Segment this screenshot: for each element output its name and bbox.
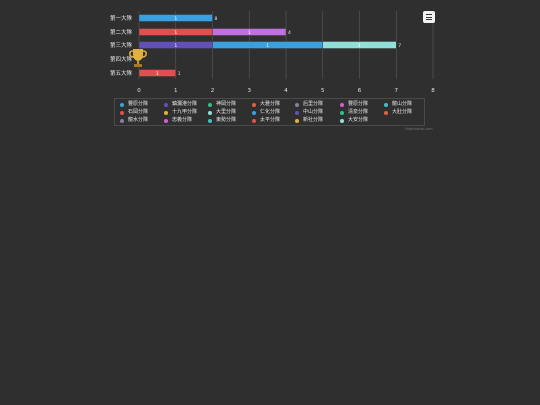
stack-total-label: 8: [215, 16, 218, 22]
legend-marker: [384, 102, 388, 107]
x-tick-label: 8: [431, 88, 435, 94]
x-tick-label: 5: [321, 88, 325, 94]
legend-label: 東勢分隊: [216, 117, 237, 123]
legend-marker: [208, 118, 212, 123]
legend-marker: [120, 110, 124, 115]
legend-marker: [384, 110, 388, 115]
legend-marker: [295, 102, 299, 107]
legend-label: 十九甲分隊: [172, 109, 198, 115]
category-label: 第一大隊: [110, 14, 133, 22]
legend-marker: [120, 118, 124, 123]
chart-legend: 豐原分隊 鎮瀾港分隊 神岡分隊 大雅分隊 后里分隊 豐原分隊 龍山分隊石岡分隊 十九甲分隊 大里…: [114, 98, 425, 126]
x-tick-label: 1: [174, 88, 178, 94]
legend-label: 大安分隊: [348, 117, 369, 123]
bar-data-label: 1: [266, 43, 269, 49]
x-tick-label: 3: [248, 88, 252, 94]
legend-label: 鎮瀾港分隊: [172, 101, 198, 107]
category-label: 第三大隊: [110, 41, 133, 49]
x-tick-label: 7: [395, 88, 399, 94]
category-label: 第四大隊: [110, 55, 133, 63]
category-label: 第二大隊: [110, 28, 133, 36]
legend-marker: [252, 102, 256, 107]
stack-total-label: 7: [398, 43, 401, 49]
value-axis-labels: 0 1 2 3 4 5 6 7 8: [137, 88, 435, 94]
x-tick-label: 2: [211, 88, 215, 94]
legend-marker: [252, 118, 256, 123]
legend-label: 石岡分隊: [128, 109, 149, 115]
legend-label: 龍水分隊: [128, 117, 149, 123]
bar-segment: [322, 41, 397, 49]
bar-segment: [138, 14, 213, 22]
chart-credits: Highcharts.com: [405, 127, 433, 131]
legend-marker: [340, 110, 344, 115]
x-tick-label: 6: [358, 88, 362, 94]
legend-label: 大肚分隊: [392, 109, 413, 115]
legend-label: 豐原分隊: [128, 101, 149, 107]
bar-segment: [212, 28, 287, 36]
bar-data-label: 1: [174, 16, 177, 22]
legend-marker: [164, 102, 168, 107]
legend-marker: [164, 110, 168, 115]
stack-total-label: 4: [288, 30, 291, 36]
legend-marker: [340, 118, 344, 123]
bar-data-label: 1: [358, 43, 361, 49]
legend-label: 清泉分隊: [348, 109, 369, 115]
legend-marker: [295, 110, 299, 115]
legend-label: 后里分隊: [303, 101, 324, 107]
bar-data-label: 1: [248, 30, 251, 36]
legend-label: 太平分隊: [260, 117, 281, 123]
trophy-icon: [129, 49, 147, 67]
legend-label: 豐原分隊: [348, 101, 369, 107]
legend-marker: [208, 110, 212, 115]
legend-label: 大里分隊: [216, 109, 237, 115]
category-label: 第五大隊: [110, 69, 133, 77]
x-tick-label: 4: [284, 88, 288, 94]
legend-label: 新社分隊: [303, 117, 324, 123]
bar-segment: [138, 69, 176, 77]
legend-label: 忠義分隊: [172, 117, 193, 123]
x-tick-label: 0: [137, 88, 141, 94]
legend-label: 中山分隊: [303, 109, 324, 115]
legend-marker: [252, 110, 256, 115]
legend-marker: [120, 102, 124, 107]
legend-marker: [295, 118, 299, 123]
legend-marker: [208, 102, 212, 107]
bar-data-label: 1: [156, 71, 159, 77]
stack-total-label: 1: [178, 71, 181, 77]
bar-series: 1 1 1 1 1 1 1: [138, 14, 397, 77]
bar-data-label: 1: [174, 30, 177, 36]
chart-menu-button[interactable]: [423, 11, 435, 23]
legend-label: 神岡分隊: [216, 101, 237, 107]
legend-label: 仁化分隊: [260, 109, 281, 115]
legend-marker: [164, 118, 168, 123]
legend-label: 大雅分隊: [260, 101, 281, 107]
legend-label: 龍山分隊: [392, 101, 413, 107]
bar-data-label: 1: [174, 43, 177, 49]
legend-marker: [340, 102, 344, 107]
stack-total-labels: 8 4 7 1: [178, 16, 402, 77]
